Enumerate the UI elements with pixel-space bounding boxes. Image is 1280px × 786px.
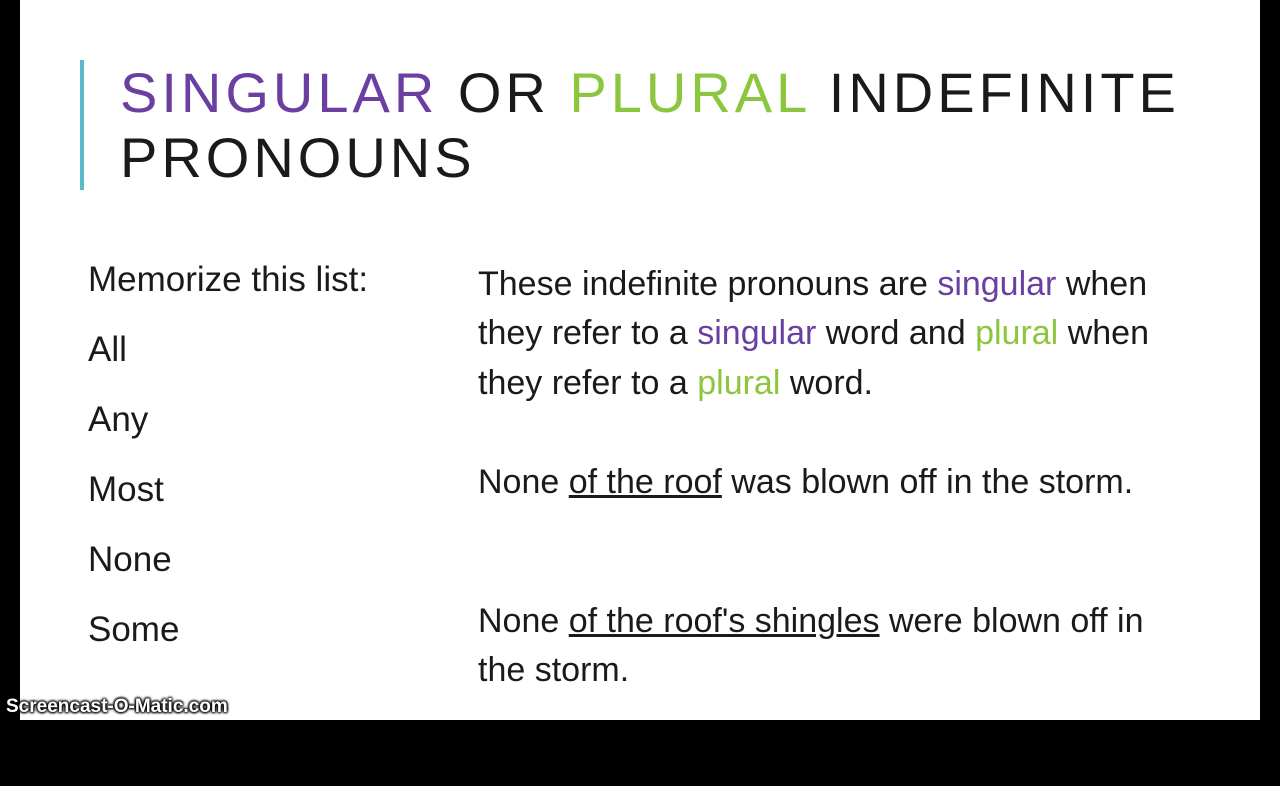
text-fragment: was blown off in the storm.	[722, 463, 1133, 501]
singular-highlight: singular	[937, 265, 1056, 303]
text-fragment: None	[478, 602, 569, 640]
title-plural-word: PLURAL	[569, 61, 809, 124]
slide-title: SINGULAR OR PLURAL INDEFINITE PRONOUNS	[120, 60, 1200, 190]
text-fragment: word and	[816, 314, 975, 352]
list-item: All	[88, 330, 418, 370]
plural-highlight: plural	[697, 364, 780, 402]
list-item: Some	[88, 610, 418, 650]
memorize-heading: Memorize this list:	[88, 260, 418, 300]
right-column: These indefinite pronouns are singular w…	[478, 260, 1200, 786]
slide: SINGULAR OR PLURAL INDEFINITE PRONOUNS M…	[20, 0, 1260, 720]
underlined-phrase: of the roof's shingles	[569, 602, 880, 640]
text-fragment: word.	[780, 364, 873, 402]
explanation-paragraph: These indefinite pronouns are singular w…	[478, 260, 1200, 408]
text-fragment: None	[478, 463, 569, 501]
content-area: Memorize this list: All Any Most None So…	[80, 260, 1200, 786]
example-sentence-1: None of the roof was blown off in the st…	[478, 458, 1200, 507]
underlined-phrase: of the roof	[569, 463, 722, 501]
example-sentence-2: None of the roof's shingles were blown o…	[478, 597, 1200, 696]
title-singular-word: SINGULAR	[120, 61, 438, 124]
list-item: Most	[88, 470, 418, 510]
title-or: OR	[438, 61, 569, 124]
text-fragment: These indefinite pronouns are	[478, 265, 937, 303]
list-item: None	[88, 540, 418, 580]
title-container: SINGULAR OR PLURAL INDEFINITE PRONOUNS	[80, 60, 1200, 190]
singular-highlight: singular	[697, 314, 816, 352]
list-item: Any	[88, 400, 418, 440]
plural-highlight: plural	[975, 314, 1058, 352]
watermark-text: Screencast-O-Matic.com	[6, 696, 228, 718]
